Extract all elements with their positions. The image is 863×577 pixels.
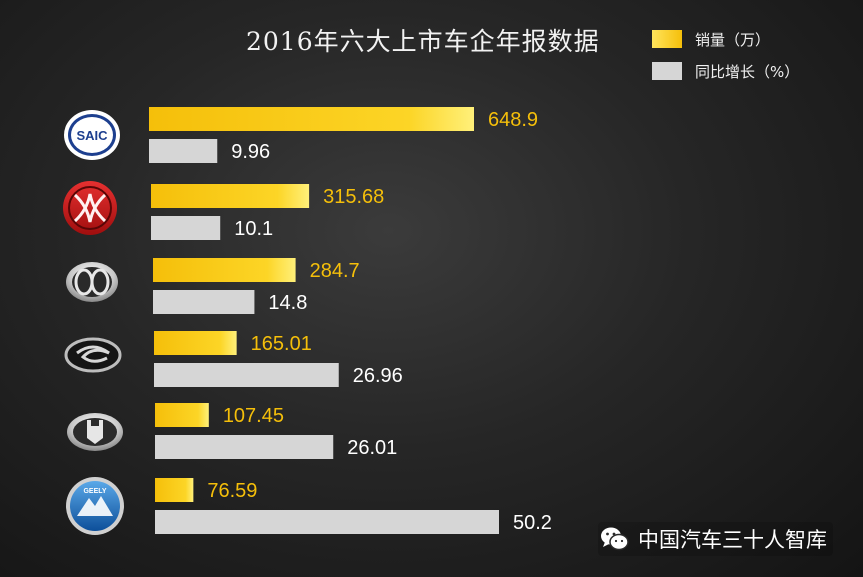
data-label-growth-gac: 26.96 — [353, 365, 403, 387]
chart-title: 2016年六大上市车企年报数据 — [246, 27, 600, 56]
data-label-sales-gac: 165.01 — [251, 333, 312, 355]
legend-label-growth: 同比增长（%） — [695, 62, 800, 81]
watermark-text: 中国汽车三十人智库 — [638, 528, 827, 552]
dongfeng-logo-swallow-bottom — [73, 193, 107, 223]
bar-sales-geely — [155, 478, 194, 502]
geely-logo-mountain — [77, 496, 113, 516]
gac-logo-g-mark — [76, 345, 110, 363]
legend-swatch-sales — [652, 30, 682, 48]
legend-item-sales: 销量（万） — [652, 28, 770, 50]
data-label-sales-baic: 284.7 — [310, 260, 360, 282]
gac-logo-icon — [64, 337, 122, 373]
bar-growth-geely — [155, 510, 499, 534]
baic-logo-icon — [66, 262, 118, 302]
data-label-sales-saic: 648.9 — [488, 109, 538, 131]
bar-sales-saic — [149, 107, 474, 131]
baic-logo-right-loop — [90, 268, 110, 296]
saic-logo-icon: SAIC — [64, 110, 120, 160]
watermark: 中国汽车三十人智库 — [598, 522, 833, 556]
dongfeng-logo-icon — [63, 181, 117, 235]
data-label-sales-great-wall: 107.45 — [223, 405, 284, 427]
bars-group: 648.9 9.96 315.68 10.1 284.714.8 165.01 26.96 1… — [149, 107, 552, 534]
saic-logo-inner — [71, 117, 113, 153]
bar-growth-great-wall — [155, 435, 334, 459]
dongfeng-logo-disc — [63, 181, 117, 235]
wechat-icon — [601, 527, 629, 551]
data-label-growth-great-wall: 26.01 — [347, 437, 397, 459]
saic-logo-text: SAIC — [76, 128, 108, 143]
dongfeng-logo-ring — [68, 186, 112, 230]
bar-sales-baic — [153, 258, 296, 282]
legend-label-sales: 销量（万） — [695, 30, 771, 49]
bar-growth-baic — [153, 290, 255, 314]
legend-swatch-growth — [652, 62, 682, 80]
bar-sales-great-wall — [155, 403, 209, 427]
geely-logo-icon: GEELY — [66, 477, 124, 535]
dongfeng-logo-swallow-top — [73, 193, 107, 223]
bar-sales-gac — [154, 331, 237, 355]
data-label-sales-dongfeng: 315.68 — [323, 186, 384, 208]
data-label-growth-baic: 14.8 — [268, 292, 307, 314]
data-label-growth-geely: 50.2 — [513, 512, 552, 534]
bar-sales-dongfeng — [151, 184, 310, 208]
bar-growth-dongfeng — [151, 216, 221, 240]
gac-logo-shell — [64, 337, 122, 373]
data-label-growth-saic: 9.96 — [231, 141, 270, 163]
bar-growth-saic — [149, 139, 218, 163]
geely-logo-text: GEELY — [83, 488, 106, 495]
great-wall-logo-tower — [87, 420, 103, 444]
great-wall-logo-icon — [67, 413, 123, 451]
bar-growth-gac — [154, 363, 339, 387]
data-label-growth-dongfeng: 10.1 — [234, 218, 273, 240]
data-label-sales-geely: 76.59 — [207, 480, 257, 502]
legend-item-growth: 同比增长（%） — [652, 60, 799, 82]
